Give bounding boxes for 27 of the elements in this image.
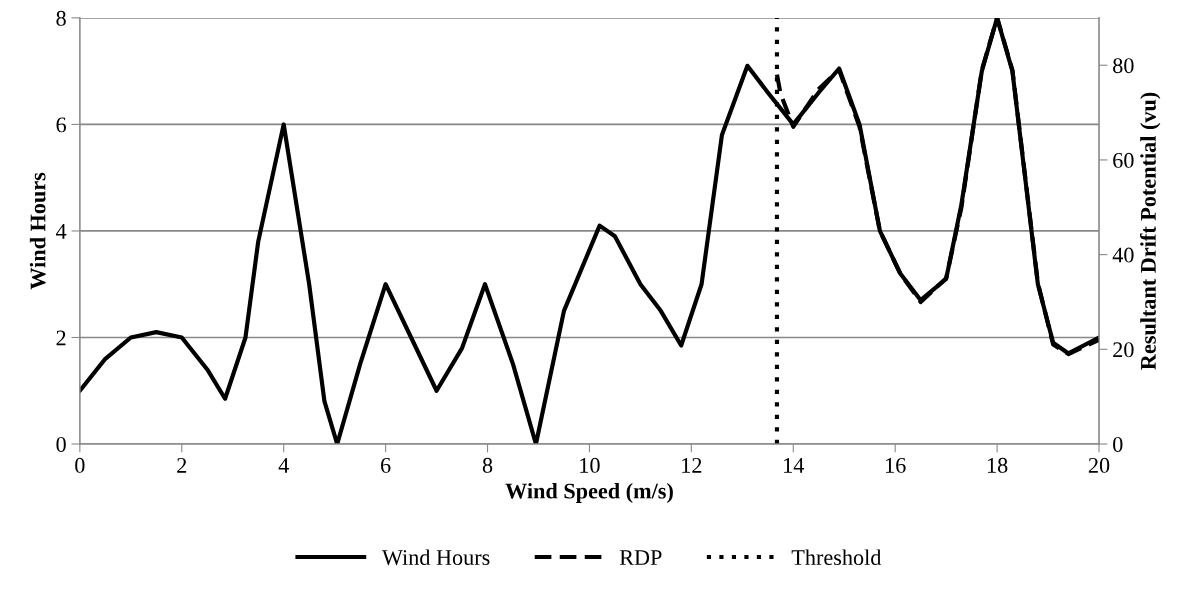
x-axis-title: Wind Speed (m/s) — [505, 482, 673, 504]
x-tick-label: 2 — [177, 457, 187, 473]
legend-label: Wind Hours — [381, 549, 490, 566]
y-tick-label: 2 — [56, 330, 66, 346]
x-tick-label: 6 — [381, 457, 391, 473]
y-tick-label: 4 — [55, 224, 67, 239]
y2-tick-label: 80 — [1113, 58, 1134, 74]
y-axis-title: Wind Hours — [29, 172, 46, 290]
y-tick-label: 8 — [56, 10, 66, 26]
y-tick-label: 0 — [56, 436, 66, 452]
y2-axis-title: Resultant Drift Potential (vu) — [1140, 92, 1161, 370]
x-tick-label: 16 — [886, 457, 906, 473]
legend-label: RDP — [619, 550, 662, 565]
y2-tick-label: 60 — [1113, 152, 1134, 168]
x-tick-label: 0 — [75, 457, 85, 473]
y2-tick-label: 0 — [1113, 436, 1123, 452]
y2-tick-label: 40 — [1112, 247, 1134, 263]
x-tick-label: 12 — [682, 457, 702, 473]
x-tick-label: 10 — [580, 457, 600, 473]
legend-label: Threshold — [791, 549, 882, 566]
x-tick-label: 20 — [1088, 457, 1110, 473]
x-tick-label: 4 — [278, 458, 289, 473]
x-tick-label: 18 — [987, 457, 1008, 473]
x-tick-label: 8 — [482, 457, 493, 473]
y2-tick-label: 20 — [1113, 342, 1134, 358]
x-tick-label: 14 — [784, 457, 805, 473]
y-tick-label: 6 — [56, 117, 67, 133]
